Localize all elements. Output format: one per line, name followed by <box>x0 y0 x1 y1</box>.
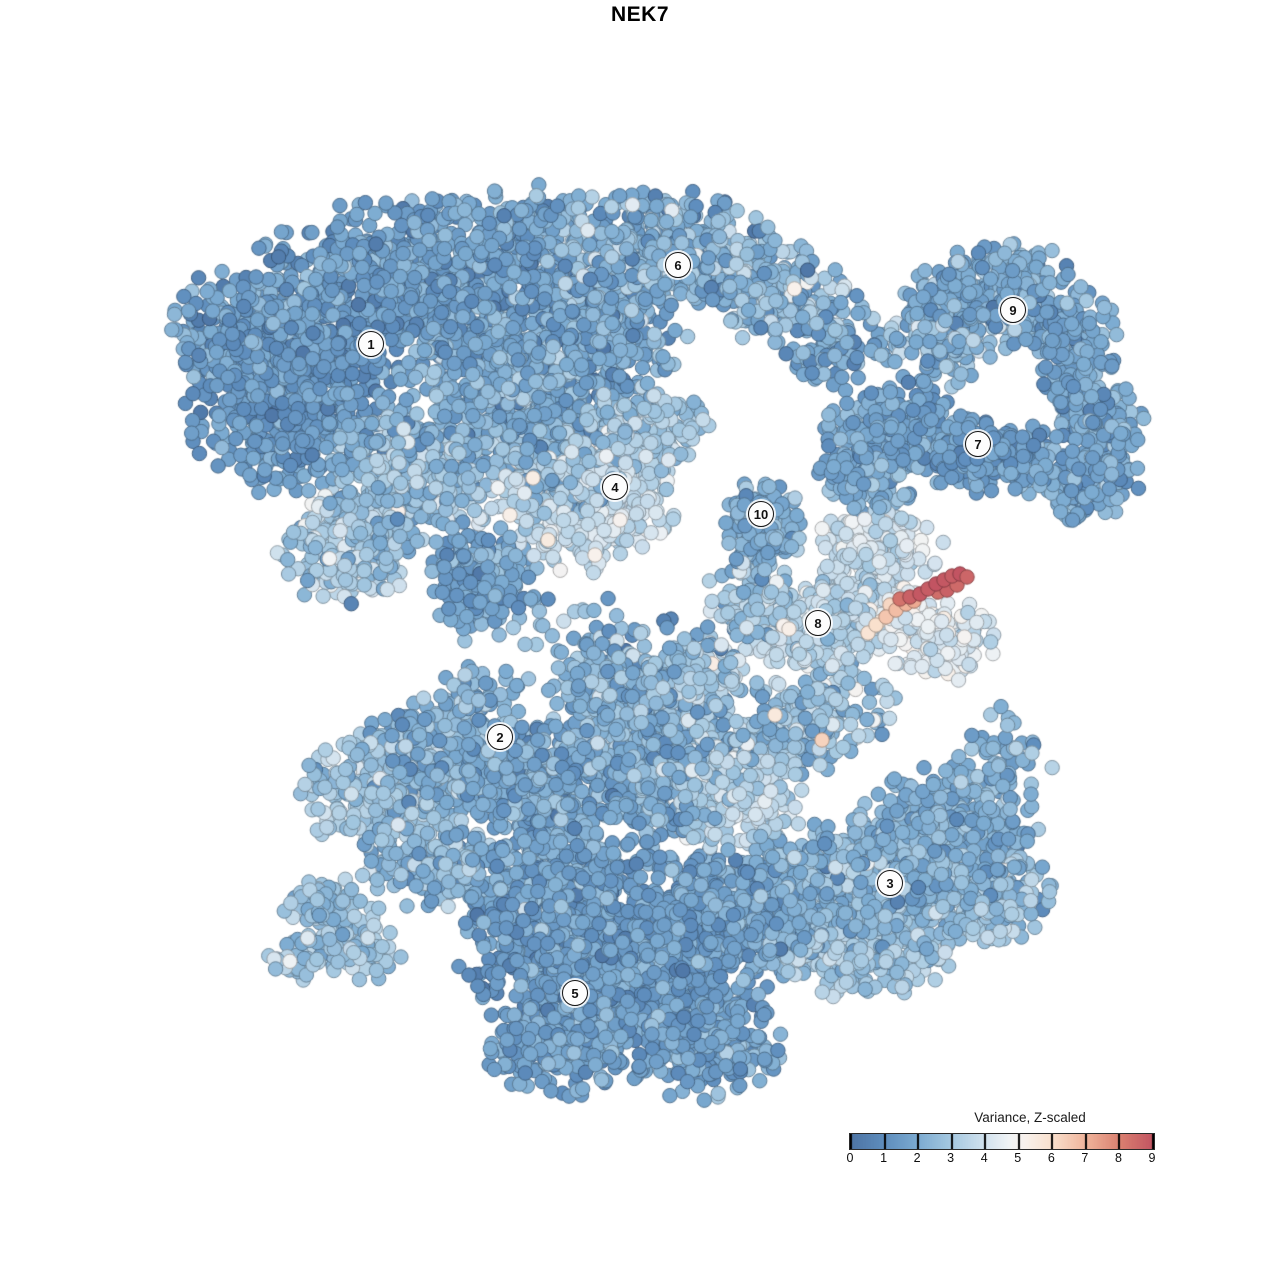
cluster-label-5: 5 <box>562 980 588 1006</box>
colorbar-tick-label: 6 <box>1047 1151 1055 1165</box>
colorbar-tick-label: 2 <box>913 1151 921 1165</box>
cluster-label-3: 3 <box>877 870 903 896</box>
cluster-label-7: 7 <box>965 431 991 457</box>
cluster-label-6: 6 <box>665 252 691 278</box>
cluster-label-9: 9 <box>1000 297 1026 323</box>
colorbar-tick-label: 4 <box>980 1151 988 1165</box>
colorbar-legend: Variance, Z-scaled 0 1 2 3 4 5 6 7 8 9 <box>847 1110 1189 1170</box>
colorbar-tick-label: 3 <box>947 1151 955 1165</box>
cluster-label-8: 8 <box>805 610 831 636</box>
cluster-label-2: 2 <box>487 724 513 750</box>
cluster-label-4: 4 <box>602 474 628 500</box>
cluster-label-10: 10 <box>748 501 774 527</box>
colorbar-tick-label: 5 <box>1014 1151 1022 1165</box>
colorbar-title: Variance, Z-scaled <box>974 1110 1086 1125</box>
colorbar-tick-label: 8 <box>1114 1151 1122 1165</box>
colorbar-tick-label: 7 <box>1081 1151 1089 1165</box>
colorbar-tick-label: 1 <box>880 1151 888 1165</box>
colorbar-ticks: 0 1 2 3 4 5 6 7 8 9 <box>847 1151 1156 1167</box>
cluster-label-1: 1 <box>358 331 384 357</box>
colorbar-tick-label: 9 <box>1148 1151 1156 1165</box>
colorbar-gradient <box>849 1133 1155 1150</box>
colorbar-tick-label: 0 <box>846 1151 854 1165</box>
